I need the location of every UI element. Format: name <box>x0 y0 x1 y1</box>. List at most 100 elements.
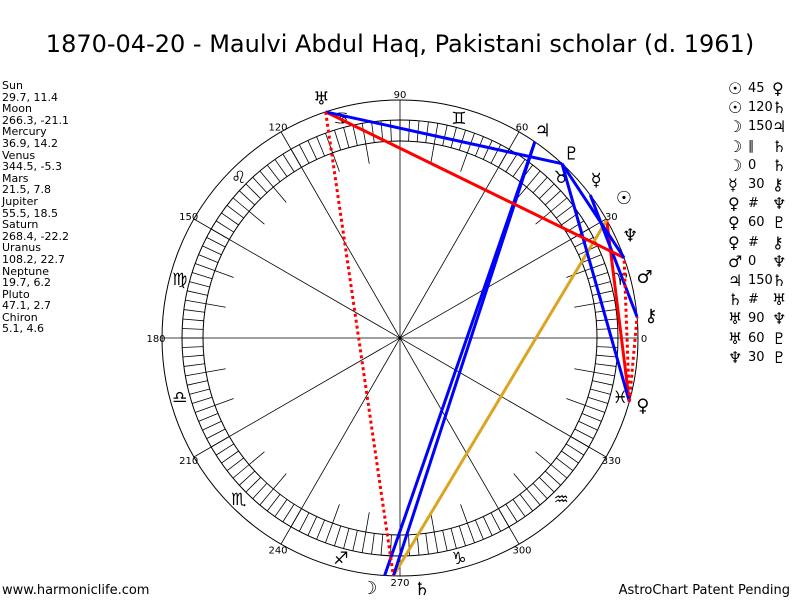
planet-name: Moon <box>2 102 32 116</box>
band-tick <box>343 127 350 148</box>
planet-glyph-icon: ♆ <box>772 251 787 271</box>
planet-glyph-icon: ♆ <box>772 309 787 329</box>
aspect-row: ♅ 60 ♇ <box>728 328 792 348</box>
band-tick <box>187 380 208 386</box>
planet-glyph-icon: ☉ <box>728 79 743 99</box>
degree-tick <box>574 368 595 373</box>
band-tick <box>198 254 219 263</box>
band-tick <box>482 516 493 536</box>
band-tick <box>458 525 466 547</box>
band-tick <box>185 371 207 377</box>
degree-tick <box>460 152 468 172</box>
band-tick <box>532 177 548 194</box>
band-tick <box>282 503 295 523</box>
band-tick <box>316 136 325 157</box>
planet-chiron-icon: ⚷ <box>644 306 657 327</box>
planet-jupiter-icon: ♃ <box>535 120 551 141</box>
degree-label: 150 <box>179 212 198 223</box>
patent-notice: AstroChart Patent Pending <box>618 583 790 598</box>
band-tick <box>526 488 541 506</box>
division-line <box>193 218 607 458</box>
band-tick <box>185 299 207 305</box>
degree-tick <box>248 451 265 465</box>
band-tick <box>226 457 244 472</box>
band-tick <box>592 290 613 296</box>
aspect-value: 0 <box>748 157 757 173</box>
band-tick <box>189 388 210 395</box>
band-tick <box>183 363 205 367</box>
planet-glyph-icon: ♄ <box>772 98 787 118</box>
planet-glyph-icon: ♆ <box>728 347 743 367</box>
band-tick <box>433 531 439 553</box>
zodiac-sign-icon: ♊ <box>451 109 466 129</box>
aspect-row: ☿ 30 ⚷ <box>728 175 792 194</box>
aspect-row: ♀ 60 ♇ <box>728 213 792 232</box>
band-tick <box>593 371 615 377</box>
planet-glyph-icon: ♇ <box>772 328 787 348</box>
degree-label: 90 <box>394 90 407 101</box>
band-tick <box>352 125 358 146</box>
band-tick <box>202 245 222 256</box>
planet-name: Venus <box>2 148 36 162</box>
planet-name: Sun <box>2 79 23 92</box>
aspect-row: ♆ 30 ♇ <box>728 348 792 367</box>
band-tick <box>252 482 268 499</box>
band-tick <box>442 125 448 146</box>
website-link[interactable]: www.harmoniclife.com <box>2 583 150 598</box>
aspect-row: ☉ 45 ♀ <box>728 79 792 98</box>
band-tick <box>361 123 367 145</box>
planet-glyph-icon: ♂ <box>728 251 743 271</box>
degree-tick <box>214 270 234 278</box>
aspect-row: ♀ # ⚷ <box>728 233 792 252</box>
planet-glyph-icon: ♄ <box>772 270 787 290</box>
band-tick <box>595 309 617 313</box>
band-tick <box>408 534 410 556</box>
band-tick <box>584 263 605 271</box>
aspect-line <box>325 110 625 260</box>
band-tick <box>380 534 384 556</box>
planet-glyph-icon: ♄ <box>772 136 787 156</box>
band-tick <box>596 354 618 358</box>
planet-glyph-icon: ♃ <box>772 117 787 137</box>
degree-tick <box>535 451 552 465</box>
degree-tick <box>273 473 287 490</box>
zodiac-sign-icon: ♓ <box>613 388 628 408</box>
planet-glyph-icon: ♀ <box>728 232 740 252</box>
band-tick <box>316 519 325 540</box>
band-tick <box>425 533 429 555</box>
planet-glyph-icon: ☽ <box>728 117 743 137</box>
planet-name: Uranus <box>2 241 41 255</box>
band-tick <box>239 470 256 486</box>
planet-coords: 108.2, 22.7 <box>2 252 65 266</box>
planet-coords: 266.3, -21.1 <box>2 113 69 127</box>
degree-tick <box>460 504 468 524</box>
band-tick <box>526 170 541 188</box>
aspect-line <box>324 111 395 577</box>
zodiac-sign-icon: ♌ <box>231 168 246 188</box>
planet-glyph-icon: ♆ <box>772 194 787 214</box>
band-tick <box>298 512 310 532</box>
aspect-value: # <box>748 234 759 250</box>
band-tick <box>183 309 205 313</box>
aspect-line <box>325 110 563 166</box>
band-tick <box>226 204 244 219</box>
degree-tick <box>430 143 435 164</box>
planet-glyph-icon: ♀ <box>772 79 784 99</box>
aspect-line <box>588 194 639 318</box>
degree-tick <box>574 303 595 308</box>
band-tick <box>539 477 555 493</box>
aspect-value: # <box>748 292 759 308</box>
band-tick <box>475 519 484 540</box>
band-tick <box>581 254 602 263</box>
planet-coords: 21.5, 7.8 <box>2 183 51 197</box>
band-tick <box>182 318 204 322</box>
planet-glyph-icon: ♀ <box>728 194 740 214</box>
band-tick <box>189 281 210 288</box>
band-tick <box>221 450 239 464</box>
aspect-value: 150 <box>748 119 773 135</box>
planet-glyph-icon: ♅ <box>728 309 743 329</box>
planet-name: Chiron <box>2 310 38 324</box>
band-tick <box>561 450 579 464</box>
degree-label: 270 <box>390 578 409 589</box>
aspect-line <box>560 162 626 259</box>
